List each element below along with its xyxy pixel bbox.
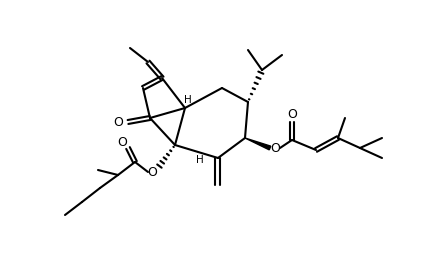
Text: H: H [196, 155, 204, 165]
Text: O: O [113, 116, 123, 129]
Text: O: O [117, 135, 127, 148]
Text: O: O [147, 166, 157, 179]
Polygon shape [245, 138, 271, 150]
Text: H: H [184, 95, 192, 105]
Text: O: O [287, 108, 297, 120]
Text: O: O [270, 142, 280, 155]
